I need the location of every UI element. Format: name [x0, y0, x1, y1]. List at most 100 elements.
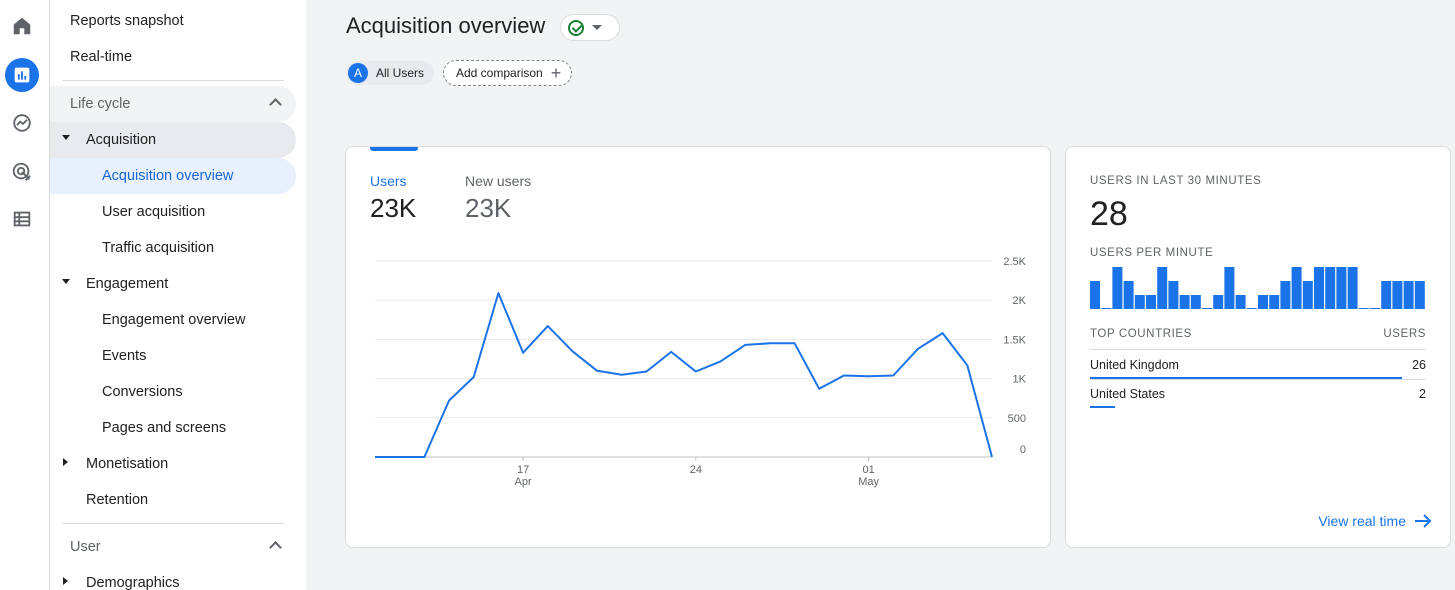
y-tick-label: 1K — [1013, 374, 1027, 386]
add-comparison-label: Add comparison — [456, 66, 543, 80]
nav-acquisition[interactable]: Acquisition — [50, 122, 296, 158]
metric-tab-users[interactable]: Users 23K — [370, 173, 416, 224]
minute-bar — [1392, 281, 1403, 309]
caret-down-icon — [62, 135, 70, 140]
minute-bar — [1358, 308, 1369, 309]
minute-bar — [1291, 267, 1302, 309]
minute-bar — [1347, 267, 1358, 309]
nav-retention[interactable]: Retention — [50, 482, 296, 518]
y-tick-label: 2K — [1013, 295, 1027, 307]
home-icon[interactable] — [5, 9, 39, 43]
nav-engagement-overview[interactable]: Engagement overview — [50, 302, 296, 338]
country-value: 2 — [1419, 387, 1426, 401]
caret-right-icon — [63, 577, 68, 585]
country-share-bar — [1090, 406, 1115, 408]
chevron-up-icon — [269, 541, 282, 554]
configure-icon[interactable] — [5, 202, 39, 236]
caret-right-icon — [63, 458, 68, 466]
y-tick-label: 500 — [1008, 413, 1026, 425]
nav-label: Monetisation — [86, 456, 169, 472]
nav-pages-and-screens[interactable]: Pages and screens — [50, 410, 296, 446]
nav-section-user[interactable]: User — [50, 529, 296, 565]
reports-icon[interactable] — [5, 58, 39, 92]
nav-engagement[interactable]: Engagement — [50, 266, 296, 302]
minute-bar — [1123, 281, 1134, 309]
minute-bar — [1403, 281, 1414, 309]
explore-icon[interactable] — [5, 106, 39, 140]
active-tab-indicator — [370, 147, 418, 151]
nav-demographics[interactable]: Demographics — [50, 565, 296, 590]
minute-bar — [1224, 267, 1235, 309]
segment-chip-all-users[interactable]: A All Users — [346, 61, 435, 85]
nav-realtime[interactable]: Real-time — [70, 39, 132, 75]
minute-bar — [1302, 281, 1313, 309]
country-share-bar — [1090, 377, 1402, 379]
nav-section-lifecycle[interactable]: Life cycle — [50, 86, 296, 122]
plus-icon: + — [550, 63, 562, 83]
minute-bar — [1168, 281, 1179, 309]
advertising-icon[interactable] — [5, 155, 39, 189]
minute-bar — [1370, 308, 1380, 309]
nav-label: Acquisition overview — [102, 168, 234, 184]
minute-bar — [1157, 267, 1168, 309]
nav-divider — [62, 523, 284, 524]
nav-divider — [62, 80, 284, 81]
minute-bar — [1213, 295, 1224, 309]
y-tick-label: 1.5K — [1003, 334, 1026, 346]
country-value: 26 — [1412, 358, 1426, 372]
chevron-up-icon — [269, 98, 282, 111]
minute-bar — [1179, 295, 1190, 309]
minute-bar — [1112, 267, 1123, 309]
data-quality-status-button[interactable] — [560, 14, 620, 41]
nav-label: Events — [102, 348, 147, 364]
check-circle-icon — [568, 19, 584, 36]
segment-avatar: A — [348, 63, 368, 83]
nav-monetisation[interactable]: Monetisation — [50, 446, 296, 482]
minute-bar — [1235, 295, 1246, 309]
country-row: United Kingdom 26 — [1090, 358, 1426, 379]
minute-bar — [1414, 281, 1425, 309]
y-tick-label: 0 — [1020, 444, 1026, 456]
nav-events[interactable]: Events — [50, 338, 296, 374]
top-countries-label: TOP COUNTRIES — [1090, 328, 1192, 340]
minute-bar — [1314, 267, 1324, 309]
view-realtime-label: View real time — [1318, 513, 1406, 529]
minute-bar — [1269, 295, 1280, 309]
add-comparison-button[interactable]: Add comparison + — [443, 60, 573, 86]
minute-bar — [1134, 295, 1145, 309]
page-title: Acquisition overview — [346, 13, 546, 38]
users-last-30-value: 28 — [1090, 195, 1128, 233]
view-realtime-link[interactable]: View real time — [1318, 513, 1432, 529]
metric-label: Users — [370, 173, 407, 189]
section-label: Life cycle — [70, 96, 131, 112]
nav-label: Acquisition — [86, 132, 157, 148]
y-tick-label: 2.5K — [1003, 256, 1026, 268]
minute-bar — [1101, 308, 1112, 309]
nav-conversions[interactable]: Conversions — [50, 374, 296, 410]
metric-value: 23K — [465, 193, 512, 223]
users-last-30-label: USERS IN LAST 30 MINUTES — [1090, 175, 1262, 187]
minute-bar — [1190, 295, 1201, 309]
reports-nav: Reports snapshot Real-time Life cycle Ac… — [50, 0, 306, 590]
left-rail — [0, 0, 50, 590]
x-tick-month-label: May — [858, 476, 879, 488]
nav-label: Retention — [86, 492, 149, 508]
nav-acquisition-overview[interactable]: Acquisition overview — [50, 158, 296, 194]
nav-reports-snapshot[interactable]: Reports snapshot — [70, 3, 184, 39]
minute-bar — [1146, 295, 1156, 309]
users-per-minute-chart — [1090, 267, 1425, 309]
users-per-minute-label: USERS PER MINUTE — [1090, 247, 1214, 259]
minute-bar — [1202, 308, 1212, 309]
arrow-right-icon — [1415, 514, 1432, 528]
minute-bar — [1090, 281, 1100, 309]
country-name: United Kingdom — [1090, 358, 1179, 372]
minute-bar — [1325, 267, 1336, 309]
table-divider — [1090, 379, 1426, 380]
nav-traffic-acquisition[interactable]: Traffic acquisition — [50, 230, 296, 266]
x-tick-label: 01 — [862, 464, 874, 476]
section-label: User — [70, 539, 101, 555]
nav-label: Demographics — [86, 575, 180, 590]
nav-user-acquisition[interactable]: User acquisition — [50, 194, 296, 230]
metric-tab-new-users[interactable]: New users 23K — [465, 173, 531, 224]
nav-label: User acquisition — [102, 204, 206, 220]
